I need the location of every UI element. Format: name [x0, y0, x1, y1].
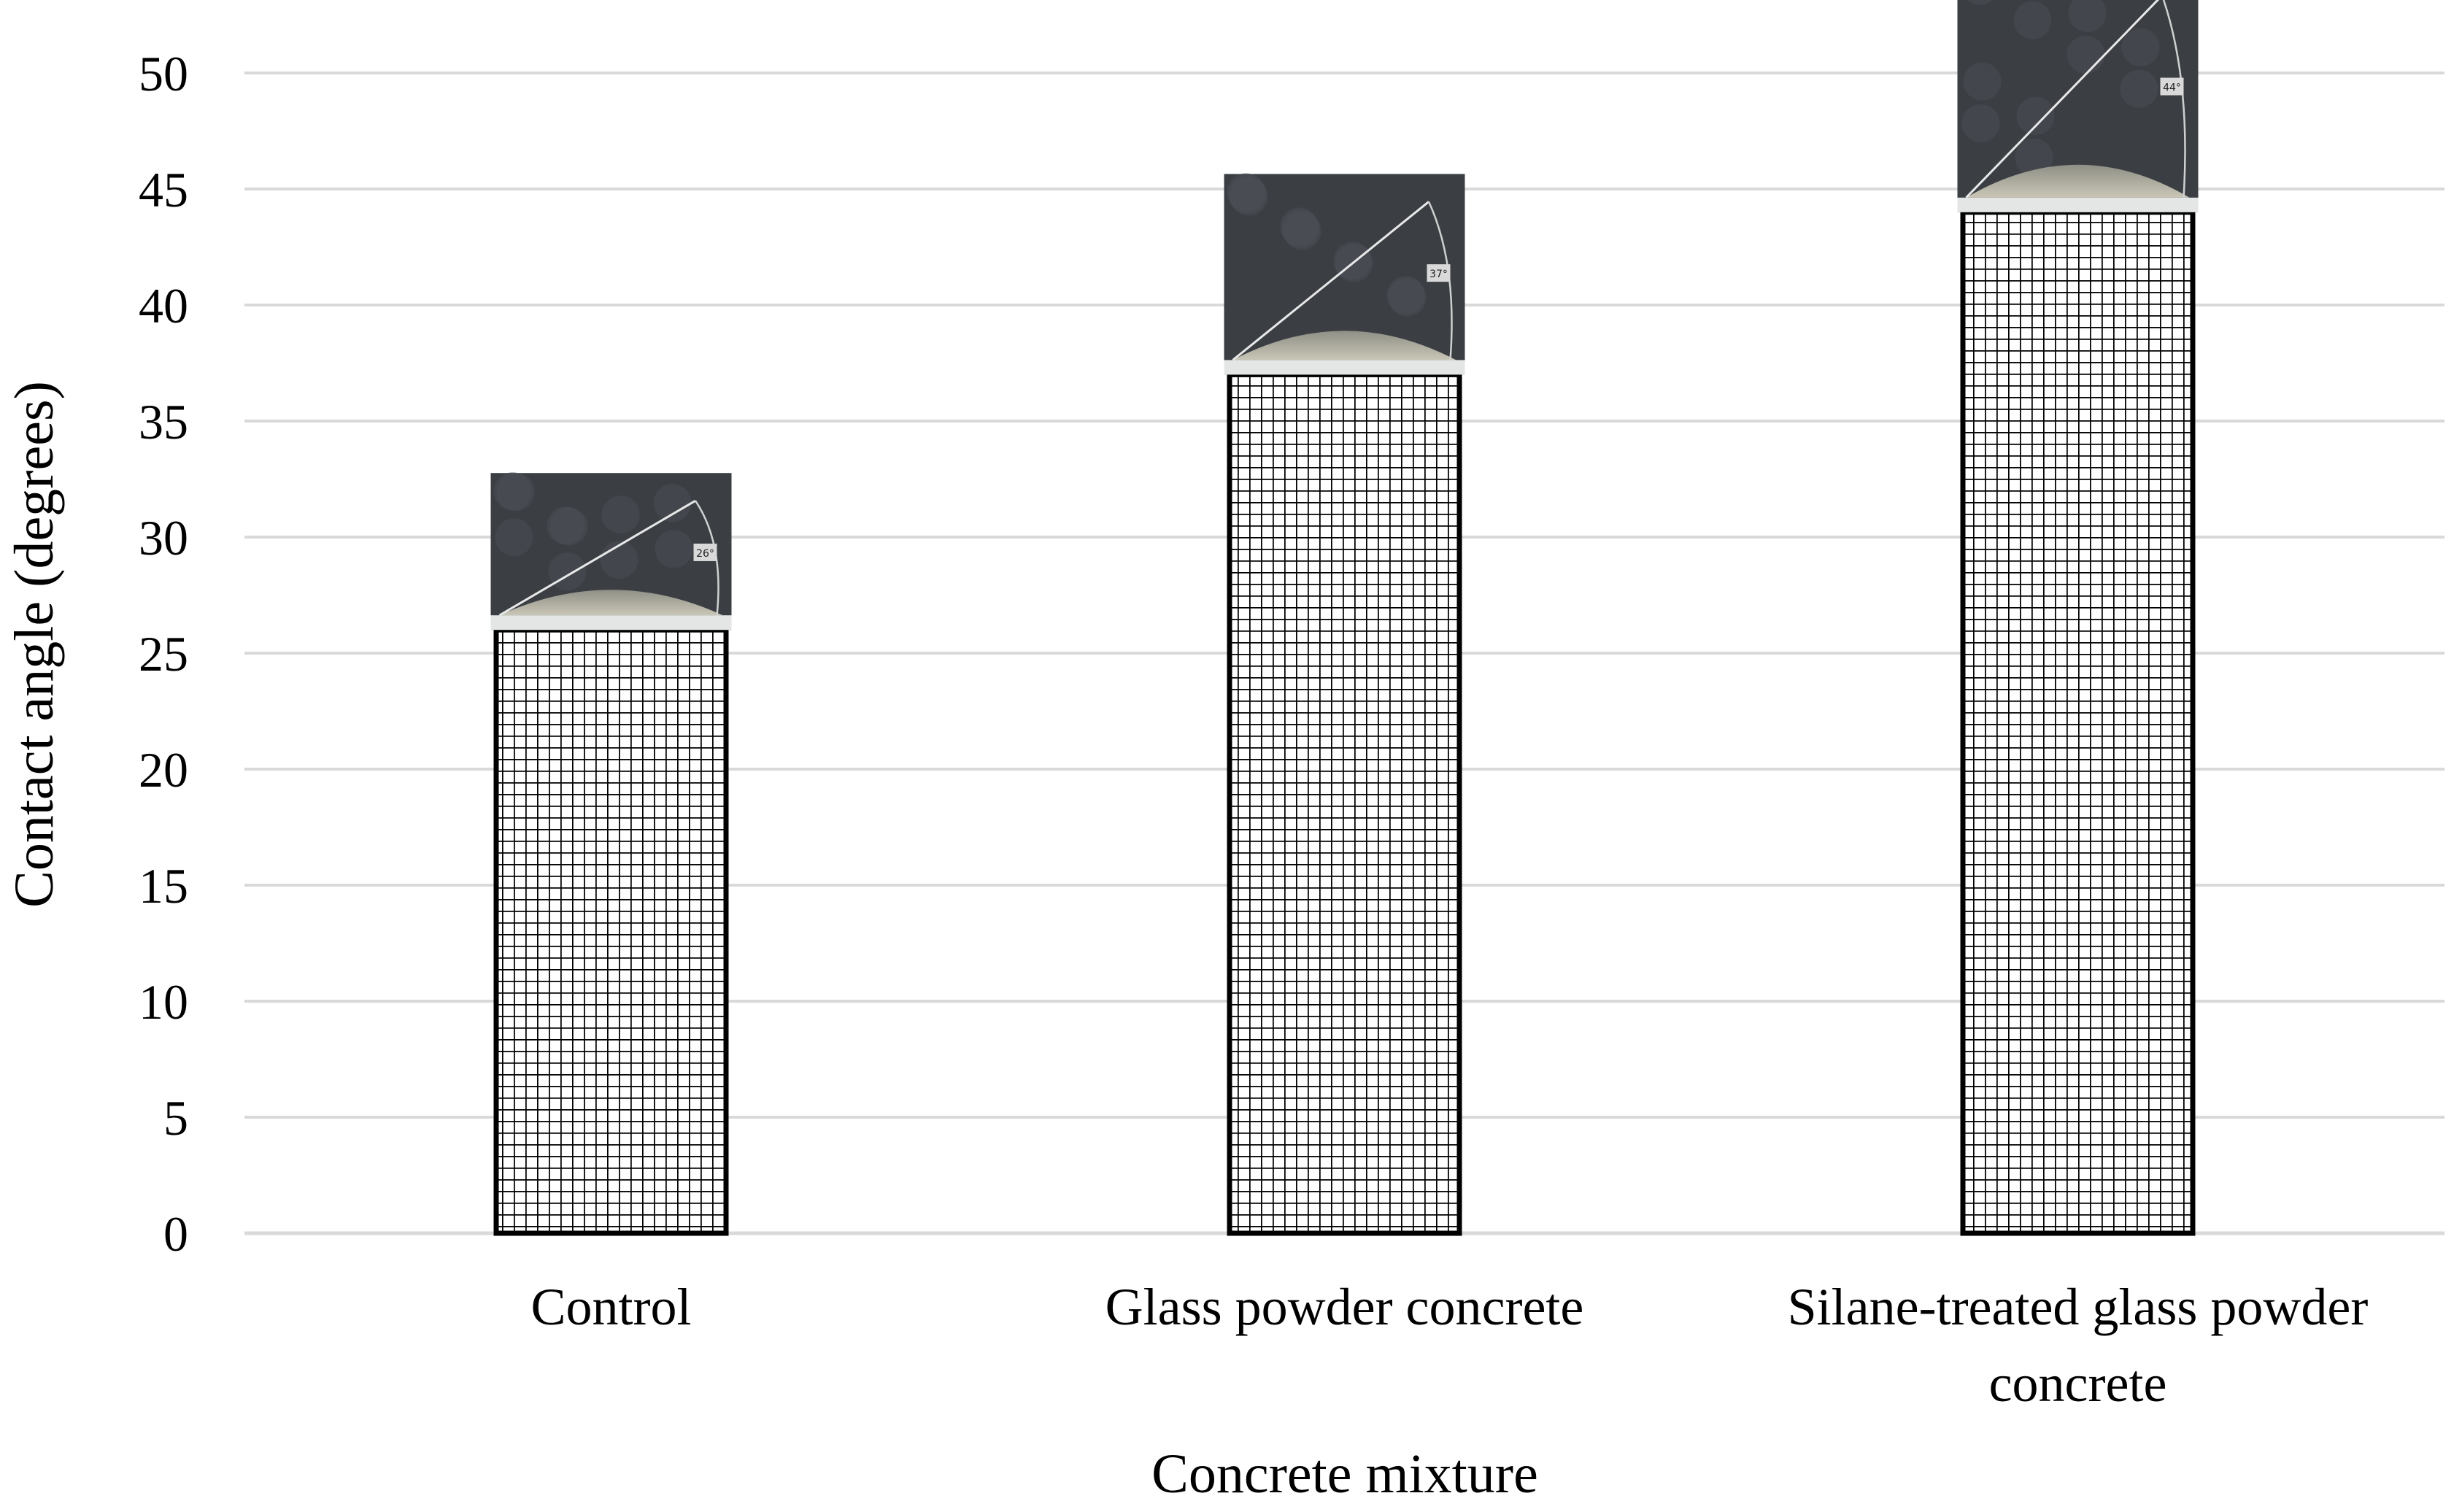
photo-speckle	[653, 484, 692, 522]
bar-0	[493, 627, 729, 1236]
tangent-line	[1965, 0, 2160, 198]
substrate-surface	[1224, 360, 1465, 375]
photo-speckle	[2068, 0, 2107, 32]
bar-1	[1227, 371, 1462, 1236]
water-droplet	[1232, 331, 1456, 360]
y-tick-label-20: 20	[139, 742, 188, 798]
angle-badge	[2160, 77, 2184, 96]
y-axis-title: Contact angle (degrees)	[4, 381, 65, 908]
droplet-photo-1: 37°	[1224, 173, 1465, 375]
category-label-2-line-1: concrete	[1989, 1354, 2167, 1413]
y-tick-label-40: 40	[139, 278, 188, 333]
y-tick-label-25: 25	[139, 626, 188, 682]
photo-speckle	[2121, 28, 2160, 66]
photo-speckle	[548, 552, 587, 591]
photo-speckle	[2067, 35, 2105, 74]
category-label-1: Glass powder concrete	[1105, 1278, 1584, 1336]
angle-badge-label: 44°	[2163, 82, 2181, 94]
substrate-surface	[490, 615, 732, 630]
inset-photos: 26° 37° 44°	[490, 0, 2199, 630]
y-tick-label-0: 0	[163, 1206, 188, 1262]
y-tick-label-5: 5	[163, 1090, 188, 1146]
y-tick-label-45: 45	[139, 162, 188, 217]
photo-speckle	[601, 495, 640, 534]
angle-badge	[693, 543, 717, 561]
photo-speckle	[2120, 69, 2158, 108]
photo-speckle	[2015, 138, 2053, 177]
y-tick-label-50: 50	[139, 46, 188, 101]
photo-speckle	[1966, 0, 1993, 5]
water-droplet	[1966, 164, 2190, 198]
photo-speckle	[495, 518, 533, 557]
photo-speckle	[1963, 62, 2002, 101]
tangent-line	[498, 499, 696, 617]
tangent-line	[1232, 201, 1429, 361]
x-axis-title: Concrete mixture	[1151, 1443, 1538, 1505]
angle-badge-label: 37°	[1429, 269, 1448, 280]
bars	[493, 209, 2196, 1236]
photo-speckle	[496, 473, 535, 512]
y-tick-label-30: 30	[139, 510, 188, 566]
category-label-2-line-0: Silane-treated glass powder	[1788, 1278, 2369, 1336]
water-droplet	[499, 590, 723, 616]
droplet-photo-2: 44°	[1957, 0, 2199, 212]
photo-speckle	[549, 507, 588, 546]
droplet-photo-0: 26°	[490, 472, 732, 630]
substrate-surface	[1957, 197, 2199, 212]
y-tick-label-15: 15	[139, 858, 188, 914]
photo-speckle	[2016, 96, 2055, 135]
x-axis-category-labels: Control Glass powder concrete Silane-treat…	[530, 1278, 2368, 1413]
y-axis-ticks: 0 5 10 15 20 25 30 35 40 45 50	[139, 46, 188, 1262]
angle-badge	[1427, 264, 1451, 282]
photo-speckle	[1388, 278, 1427, 317]
bar-2	[1960, 209, 2196, 1236]
photo-speckle	[2013, 1, 2052, 39]
photo-speckle	[655, 530, 693, 568]
y-tick-label-10: 10	[139, 974, 188, 1030]
photo-speckle	[1283, 212, 1321, 250]
category-label-0: Control	[530, 1278, 691, 1336]
photo-speckle	[1961, 104, 2000, 142]
y-tick-label-35: 35	[139, 394, 188, 450]
angle-badge-label: 26°	[696, 548, 714, 560]
photo-speckle	[1230, 177, 1268, 216]
